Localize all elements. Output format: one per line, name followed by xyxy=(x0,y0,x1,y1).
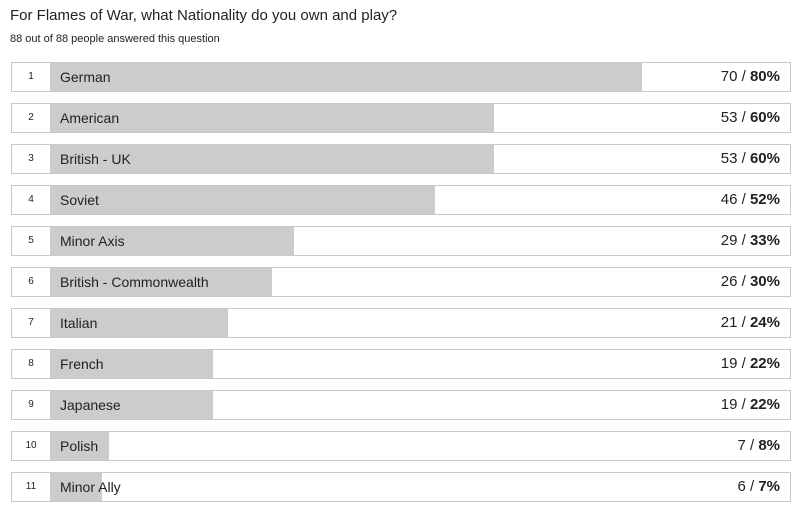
result-row: 9 Japanese 19 / 22% xyxy=(11,390,791,420)
option-label: British - UK xyxy=(60,151,131,167)
bar-track: German 70 / 80% xyxy=(50,63,790,91)
vote-count: 53 xyxy=(720,109,738,126)
result-row: 3 British - UK 53 / 60% xyxy=(11,144,791,174)
option-label: Italian xyxy=(60,315,98,331)
vote-count: 6 xyxy=(737,478,746,495)
option-label: Minor Axis xyxy=(60,233,125,249)
result-bar xyxy=(50,63,642,91)
vote-percent: 22% xyxy=(749,355,780,372)
result-stat: 19 / 22% xyxy=(720,396,780,413)
rank-number: 10 xyxy=(12,432,50,460)
result-row: 4 Soviet 46 / 52% xyxy=(11,185,791,215)
result-row: 7 Italian 21 / 24% xyxy=(11,308,791,338)
result-stat: 53 / 60% xyxy=(720,150,780,167)
option-label: Soviet xyxy=(60,192,99,208)
vote-percent: 8% xyxy=(758,437,780,454)
bar-track: Polish 7 / 8% xyxy=(50,432,790,460)
vote-count: 26 xyxy=(720,273,738,290)
result-bar xyxy=(50,432,110,460)
rank-number: 4 xyxy=(12,186,50,214)
rank-number: 6 xyxy=(12,268,50,296)
option-label: German xyxy=(60,69,111,85)
result-row: 8 French 19 / 22% xyxy=(11,349,791,379)
result-bar xyxy=(50,268,272,296)
result-bar xyxy=(50,145,494,173)
vote-count: 29 xyxy=(720,232,738,249)
rank-number: 2 xyxy=(12,104,50,132)
option-label: Japanese xyxy=(60,397,121,413)
rank-number: 8 xyxy=(12,350,50,378)
option-label: French xyxy=(60,356,104,372)
result-stat: 26 / 30% xyxy=(720,273,780,290)
vote-count: 7 xyxy=(737,437,746,454)
result-stat: 46 / 52% xyxy=(720,191,780,208)
result-row: 1 German 70 / 80% xyxy=(11,62,791,92)
result-stat: 19 / 22% xyxy=(720,355,780,372)
vote-percent: 33% xyxy=(749,232,780,249)
bar-track: French 19 / 22% xyxy=(50,350,790,378)
vote-percent: 7% xyxy=(758,478,780,495)
response-count: 88 out of 88 people answered this questi… xyxy=(10,33,220,45)
vote-percent: 60% xyxy=(749,150,780,167)
vote-count: 19 xyxy=(720,396,738,413)
result-bar xyxy=(50,350,213,378)
vote-percent: 80% xyxy=(749,68,780,85)
bar-track: Soviet 46 / 52% xyxy=(50,186,790,214)
result-bar xyxy=(50,104,494,132)
result-row: 11 Minor Ally 6 / 7% xyxy=(11,472,791,502)
vote-percent: 60% xyxy=(749,109,780,126)
result-bar xyxy=(50,391,213,419)
bar-track: British - Commonwealth 26 / 30% xyxy=(50,268,790,296)
bar-track: Minor Ally 6 / 7% xyxy=(50,473,790,501)
result-stat: 6 / 7% xyxy=(737,478,780,495)
result-stat: 70 / 80% xyxy=(720,68,780,85)
result-row: 6 British - Commonwealth 26 / 30% xyxy=(11,267,791,297)
rank-number: 7 xyxy=(12,309,50,337)
bar-track: Minor Axis 29 / 33% xyxy=(50,227,790,255)
vote-count: 53 xyxy=(720,150,738,167)
option-label: British - Commonwealth xyxy=(60,274,209,290)
option-label: Minor Ally xyxy=(60,479,121,495)
result-stat: 7 / 8% xyxy=(737,437,780,454)
option-label: American xyxy=(60,110,120,126)
vote-count: 46 xyxy=(720,191,738,208)
results-list: 1 German 70 / 80% 2 American 53 / 60% 3 British… xyxy=(11,62,791,513)
option-label: Polish xyxy=(60,438,99,454)
question-title: For Flames of War, what Nationality do y… xyxy=(10,7,398,24)
rank-number: 9 xyxy=(12,391,50,419)
vote-count: 21 xyxy=(720,314,738,331)
result-bar xyxy=(50,227,295,255)
vote-count: 70 xyxy=(720,68,738,85)
result-bar xyxy=(50,186,435,214)
result-row: 5 Minor Axis 29 / 33% xyxy=(11,226,791,256)
bar-track: Italian 21 / 24% xyxy=(50,309,790,337)
result-stat: 29 / 33% xyxy=(720,232,780,249)
vote-percent: 22% xyxy=(749,396,780,413)
vote-percent: 30% xyxy=(749,273,780,290)
result-bar xyxy=(50,473,102,501)
rank-number: 1 xyxy=(12,63,50,91)
bar-track: Japanese 19 / 22% xyxy=(50,391,790,419)
vote-count: 19 xyxy=(720,355,738,372)
result-stat: 21 / 24% xyxy=(720,314,780,331)
result-row: 10 Polish 7 / 8% xyxy=(11,431,791,461)
vote-percent: 24% xyxy=(749,314,780,331)
result-row: 2 American 53 / 60% xyxy=(11,103,791,133)
rank-number: 3 xyxy=(12,145,50,173)
result-stat: 53 / 60% xyxy=(720,109,780,126)
vote-percent: 52% xyxy=(749,191,780,208)
bar-track: American 53 / 60% xyxy=(50,104,790,132)
bar-track: British - UK 53 / 60% xyxy=(50,145,790,173)
rank-number: 11 xyxy=(12,473,50,501)
rank-number: 5 xyxy=(12,227,50,255)
result-bar xyxy=(50,309,228,337)
